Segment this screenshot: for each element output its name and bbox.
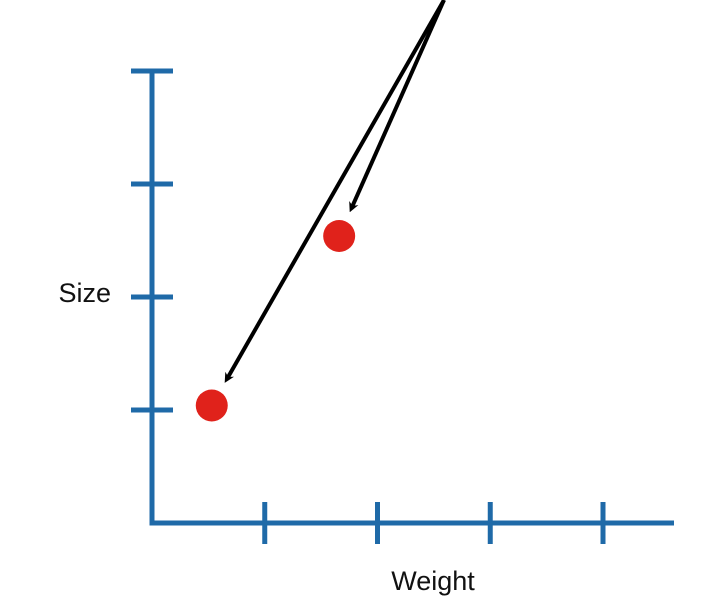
axes (131, 68, 674, 544)
data-points (195, 219, 356, 422)
annotation-arrow (349, 0, 446, 213)
data-point (195, 389, 228, 422)
x-axis-label: Weight (391, 566, 475, 596)
data-point (323, 219, 356, 252)
annotation-arrows (224, 0, 446, 383)
y-axis-label: Size (58, 278, 111, 308)
annotation-arrow (224, 0, 446, 383)
